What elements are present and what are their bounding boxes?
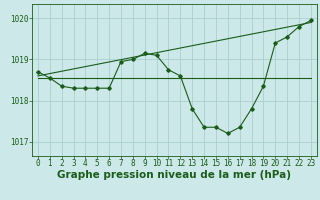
X-axis label: Graphe pression niveau de la mer (hPa): Graphe pression niveau de la mer (hPa) <box>57 170 292 180</box>
